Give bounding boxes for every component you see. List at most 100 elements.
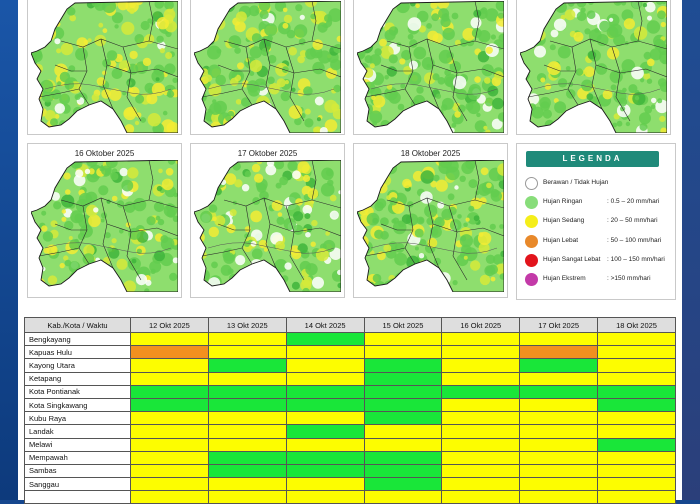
region-name: Sanggau bbox=[24, 477, 131, 492]
district-border bbox=[285, 46, 305, 122]
river-line bbox=[44, 242, 172, 254]
region-name: Ketapang bbox=[24, 371, 131, 386]
forecast-cell bbox=[597, 331, 676, 347]
district-border bbox=[60, 197, 178, 209]
district-border bbox=[122, 205, 142, 281]
district-border bbox=[100, 197, 114, 269]
district-border bbox=[527, 88, 569, 98]
forecast-cell bbox=[597, 358, 676, 373]
forecast-cell bbox=[130, 477, 209, 492]
district-border bbox=[567, 46, 579, 106]
legend-swatch-icon bbox=[525, 273, 538, 286]
table-row: Kayong Utara bbox=[24, 358, 676, 373]
background-left-stripe bbox=[0, 0, 18, 500]
district-border bbox=[432, 64, 504, 78]
district-border bbox=[241, 46, 253, 106]
forecast-cell bbox=[597, 450, 676, 465]
forecast-cell bbox=[597, 424, 676, 439]
rain-field bbox=[194, 160, 341, 292]
district-border bbox=[364, 247, 406, 257]
forecast-cell bbox=[363, 490, 443, 504]
district-border bbox=[241, 205, 253, 265]
rain-field bbox=[357, 1, 504, 133]
forecast-cell bbox=[130, 358, 209, 373]
rain-field bbox=[194, 1, 341, 133]
legend-label: Hujan Sangat Lebat bbox=[543, 256, 601, 263]
district-border bbox=[122, 46, 142, 122]
forecast-cell bbox=[519, 358, 599, 373]
forecast-cell bbox=[363, 477, 443, 492]
map-panel-4 bbox=[516, 0, 671, 135]
forecast-cell bbox=[207, 384, 287, 399]
forecast-cell bbox=[207, 371, 287, 386]
district-border bbox=[100, 38, 114, 110]
legend-range: : 50 – 100 mm/hari bbox=[607, 237, 662, 244]
river-line bbox=[44, 83, 172, 95]
header-date: 13 Okt 2025 bbox=[207, 317, 287, 333]
coastline bbox=[357, 160, 504, 292]
forecast-cell bbox=[285, 437, 365, 452]
region-name: Kapuas Hulu bbox=[24, 345, 131, 360]
forecast-cell bbox=[285, 345, 365, 360]
district-border bbox=[106, 64, 178, 78]
district-border bbox=[148, 160, 154, 201]
map-panel-5: 16 Oktober 2025 bbox=[27, 143, 182, 298]
forecast-cell bbox=[597, 490, 676, 504]
district-border bbox=[285, 205, 305, 281]
forecast-cell bbox=[441, 358, 521, 373]
forecast-cell bbox=[207, 463, 287, 479]
forecast-cell bbox=[519, 331, 599, 347]
table-row: Landak bbox=[24, 424, 676, 439]
legend-swatch-icon bbox=[525, 254, 538, 267]
forecast-cell bbox=[363, 450, 443, 465]
header-date: 16 Okt 2025 bbox=[441, 317, 521, 333]
forecast-cell bbox=[130, 345, 209, 360]
district-border bbox=[595, 64, 667, 78]
forecast-cell bbox=[207, 331, 287, 347]
table-row: Sambas bbox=[24, 463, 676, 479]
table-row: Melawi bbox=[24, 437, 676, 452]
district-border bbox=[217, 223, 250, 231]
forecast-cell bbox=[130, 424, 209, 439]
forecast-cell bbox=[441, 397, 521, 413]
district-border bbox=[223, 197, 341, 209]
forecast-cell bbox=[519, 345, 599, 360]
forecast-cell bbox=[207, 477, 287, 492]
district-border bbox=[404, 205, 416, 265]
rain-field bbox=[31, 160, 178, 292]
map-panel-6: 17 Oktober 2025 bbox=[190, 143, 345, 298]
table-row: Kota Pontianak bbox=[24, 384, 676, 399]
district-border bbox=[474, 160, 480, 201]
rainfall-map bbox=[194, 160, 341, 292]
map-date: 16 Oktober 2025 bbox=[74, 149, 135, 158]
region-name: Kayong Utara bbox=[24, 358, 131, 373]
forecast-cell bbox=[207, 437, 287, 452]
forecast-cell bbox=[519, 411, 599, 426]
legend-title: LEGENDA bbox=[526, 151, 659, 167]
forecast-cell bbox=[519, 450, 599, 465]
forecast-cell bbox=[207, 450, 287, 465]
district-border bbox=[269, 223, 341, 237]
forecast-cell bbox=[441, 411, 521, 426]
district-border bbox=[311, 1, 317, 42]
rainfall-map bbox=[31, 1, 178, 133]
rain-field bbox=[357, 160, 504, 292]
forecast-cell bbox=[597, 477, 676, 492]
district-border bbox=[404, 46, 416, 106]
district-border bbox=[263, 197, 277, 269]
forecast-cell bbox=[441, 371, 521, 386]
forecast-cell bbox=[207, 490, 287, 504]
legend-swatch-icon bbox=[525, 215, 538, 228]
legend-label: Hujan Lebat bbox=[543, 237, 579, 244]
forecast-cell bbox=[597, 437, 676, 452]
forecast-cell bbox=[441, 463, 521, 479]
background-right-stripe bbox=[682, 0, 700, 500]
river-line bbox=[370, 83, 498, 95]
map-legend: LEGENDA Berawan / Tidak Hujan Hujan Ring… bbox=[516, 143, 676, 300]
rainfall-map bbox=[357, 1, 504, 133]
region-name: Sambas bbox=[24, 463, 131, 479]
region-name bbox=[24, 490, 131, 504]
region-name: Melawi bbox=[24, 437, 131, 452]
river-line bbox=[207, 242, 335, 254]
forecast-cell bbox=[285, 384, 365, 399]
